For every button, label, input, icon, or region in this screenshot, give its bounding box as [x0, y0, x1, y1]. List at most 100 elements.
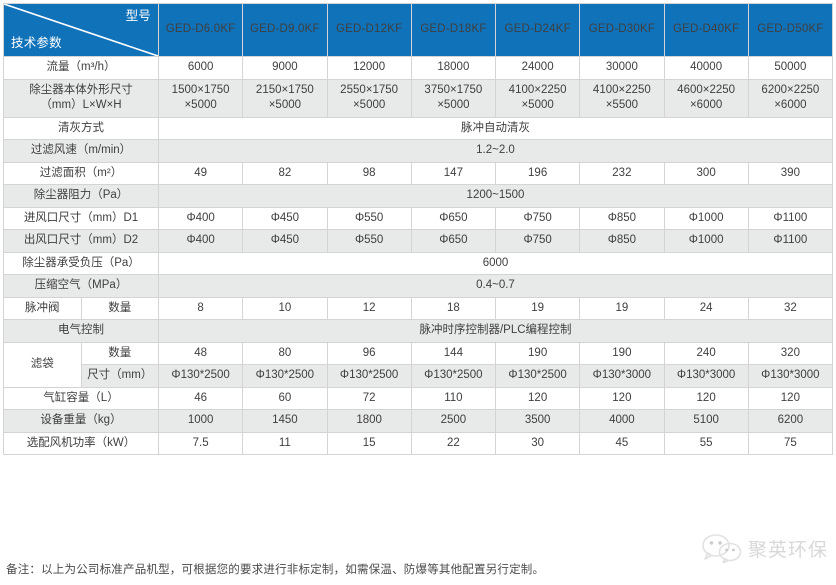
cell: 3500	[494, 409, 581, 433]
table-row: 除尘器阻力（Pa） 1200~1500	[3, 184, 833, 208]
merged-cell: 0.4~0.7	[158, 274, 833, 298]
row-label: 尺寸（mm）	[80, 364, 159, 388]
cell: 12	[326, 296, 412, 321]
cell: 120	[663, 386, 749, 411]
row-label: 除尘器阻力（Pa）	[3, 184, 159, 208]
cell: 110	[410, 386, 497, 411]
column-header-2: GED-D12KF	[326, 3, 412, 57]
cell: 96	[326, 341, 412, 366]
cell: 18	[410, 296, 497, 321]
specification-table: 型号 技术参数 GED-D6.0KF GED-D9.0KF GED-D12KF …	[3, 3, 834, 456]
row-group-label: 滤袋	[3, 341, 82, 388]
column-header-6: GED-D40KF	[663, 3, 749, 57]
cell: Φ550	[326, 206, 412, 231]
cell: 240	[663, 341, 749, 366]
cell: 120	[579, 386, 665, 411]
table-row: 选配风机功率（kW） 7.5 11 15 22 30 45 55 75	[3, 431, 834, 456]
merged-cell: 脉冲自动清灰	[158, 116, 833, 141]
cell: 80	[242, 341, 328, 366]
table-body: 流量（m³/h） 6000 9000 12000 18000 24000 300…	[3, 56, 834, 456]
spec-sheet: 型号 技术参数 GED-D6.0KF GED-D9.0KF GED-D12KF …	[0, 3, 836, 585]
merged-cell: 脉冲时序控制器/PLC编程控制	[158, 319, 833, 343]
cell: Φ400	[157, 206, 244, 231]
cell-line2: ×5000	[184, 99, 217, 112]
cell-line2: ×5000	[437, 99, 470, 112]
merged-cell: 1.2~2.0	[158, 139, 833, 163]
table-row: 设备重量（kg） 1000 1450 1800 2500 3500 4000 5…	[3, 409, 834, 433]
table-row: 气缸容量（L） 46 60 72 110 120 120 120 120	[3, 386, 834, 411]
table-row: 过滤面积（m²） 49 82 98 147 196 232 300 390	[3, 161, 834, 186]
header-model-label: 型号	[125, 9, 151, 23]
cell: 32	[747, 296, 834, 321]
row-label: 压缩空气（MPa）	[3, 274, 159, 298]
table-row: 出风口尺寸（mm）D2 Φ400 Φ450 Φ550 Φ650 Φ750 Φ85…	[3, 229, 834, 253]
row-label: 过滤风速（m/min）	[3, 139, 159, 163]
cell: Φ450	[242, 229, 328, 253]
cell: Φ130*3000	[579, 364, 665, 388]
cell: Φ130*2500	[410, 364, 497, 388]
cell-line1: 6200×2250	[761, 83, 820, 96]
cell: 7.5	[157, 431, 244, 456]
cell: 120	[494, 386, 581, 411]
cell: Φ130*3000	[747, 364, 834, 388]
cell: 4100×2250 ×5000	[494, 78, 581, 118]
column-header-4: GED-D24KF	[494, 3, 581, 57]
cell: 196	[494, 161, 581, 186]
table-row: 滤袋 数量 48 80 96 144 190 190 240 320	[3, 341, 834, 388]
column-header-0: GED-D6.0KF	[157, 3, 244, 57]
cell: Φ750	[494, 206, 581, 231]
cell: 19	[494, 296, 581, 321]
cell: 24	[663, 296, 749, 321]
row-label: 过滤面积（m²）	[3, 161, 159, 186]
row-label: 气缸容量（L）	[3, 386, 159, 411]
cell: 98	[326, 161, 412, 186]
column-header-5: GED-D30KF	[579, 3, 665, 57]
cell: 11	[242, 431, 328, 456]
cell: 12000	[326, 56, 412, 80]
cell: 45	[579, 431, 665, 456]
cell: 1000	[157, 409, 244, 433]
cell: 147	[410, 161, 497, 186]
cell: 320	[747, 341, 834, 366]
header-row: 型号 技术参数 GED-D6.0KF GED-D9.0KF GED-D12KF …	[3, 3, 834, 57]
table-row: 除尘器承受负压（Pa） 6000	[3, 251, 833, 276]
merged-cell: 6000	[158, 251, 833, 276]
row-label: 清灰方式	[3, 116, 159, 141]
cell: 60	[242, 386, 328, 411]
table-row: 压缩空气（MPa） 0.4~0.7	[3, 274, 833, 298]
cell: Φ400	[157, 229, 244, 253]
cell-line1: 4100×2250	[508, 83, 567, 96]
cell: 8	[157, 296, 244, 321]
cell: 55	[663, 431, 749, 456]
cell: Φ850	[579, 229, 665, 253]
cell: 2150×1750 ×5000	[242, 78, 328, 118]
row-label: 设备重量（kg）	[3, 409, 159, 433]
cell: Φ750	[494, 229, 581, 253]
row-label: 进风口尺寸（mm）D1	[3, 206, 159, 231]
column-header-1: GED-D9.0KF	[242, 3, 328, 57]
row-label: 数量	[80, 341, 159, 366]
cell: Φ130*2500	[242, 364, 328, 388]
cell: 1800	[326, 409, 412, 433]
cell: 50000	[747, 56, 834, 80]
cell-line2: ×5000	[521, 99, 554, 112]
cell: 40000	[663, 56, 749, 80]
cell-line1: 4600×2250	[677, 83, 736, 96]
column-header-3: GED-D18KF	[410, 3, 497, 57]
table-row: 尺寸（mm） Φ130*2500 Φ130*2500 Φ130*2500 Φ13…	[4, 364, 834, 388]
footer-note: 备注：以上为公司标准产品机型，可根据您的要求进行非标定制，如需保温、防爆等其他配…	[6, 564, 545, 576]
cell: Φ650	[410, 206, 497, 231]
cell: 3750×1750 ×5000	[410, 78, 497, 118]
cell: 1450	[242, 409, 328, 433]
cell-line1: 1500×1750	[171, 83, 230, 96]
table-row: 流量（m³/h） 6000 9000 12000 18000 24000 300…	[3, 56, 834, 80]
cell: Φ550	[326, 229, 412, 253]
header-param-label: 技术参数	[11, 36, 62, 51]
row-label: 数量	[80, 296, 159, 321]
cell: 15	[326, 431, 412, 456]
cell: Φ650	[410, 229, 497, 253]
cell: 144	[410, 341, 497, 366]
table-row: 除尘器本体外形尺寸 （mm）L×W×H 1500×1750 ×5000 2150…	[3, 78, 834, 118]
watermark-text: 聚英环保	[747, 539, 828, 561]
table-row: 过滤风速（m/min） 1.2~2.0	[3, 139, 833, 163]
